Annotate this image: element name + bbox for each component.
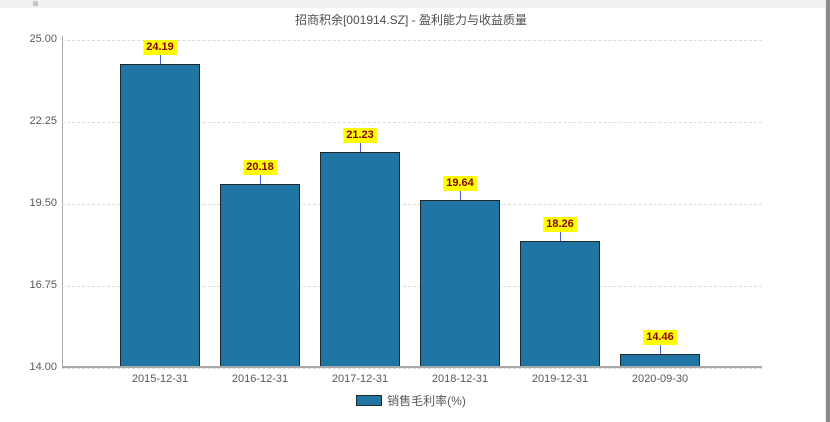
bar[interactable]	[420, 199, 500, 368]
y-axis-line	[62, 36, 63, 368]
y-axis-tick-label: 19.50	[29, 197, 57, 209]
value-label: 24.19	[143, 40, 177, 56]
value-connector	[660, 345, 661, 355]
value-label: 19.64	[443, 175, 477, 191]
bar[interactable]	[320, 152, 400, 368]
x-axis-tick-label: 2018-12-31	[431, 373, 489, 385]
x-axis-line	[62, 366, 762, 368]
legend-series-label: 销售毛利率(%)	[387, 394, 466, 408]
x-axis-tick-label: 2016-12-31	[231, 373, 289, 385]
x-axis-tick-label: 2017-12-31	[331, 373, 389, 385]
y-gridline	[62, 286, 762, 287]
y-gridline	[62, 122, 762, 123]
value-label: 20.18	[243, 159, 277, 175]
value-connector	[160, 55, 161, 65]
top-chrome-artifact	[33, 1, 38, 6]
legend-swatch-icon	[356, 395, 383, 406]
y-gridline	[62, 368, 762, 369]
value-connector	[560, 231, 561, 241]
chart-title: 招商积余[001914.SZ] - 盈利能力与收益质量	[294, 13, 528, 27]
value-label: 18.26	[543, 216, 577, 232]
x-axis-tick-label: 2015-12-31	[131, 373, 189, 385]
top-chrome-strip	[0, 0, 826, 8]
y-gridline	[62, 204, 762, 205]
value-label: 14.46	[643, 330, 677, 346]
value-label: 21.23	[343, 128, 377, 144]
bar[interactable]	[120, 64, 200, 368]
value-connector	[460, 190, 461, 200]
bar[interactable]	[520, 240, 600, 368]
x-axis-tick-label: 2020-09-30	[631, 373, 689, 385]
x-axis-tick-label: 2019-12-31	[531, 373, 589, 385]
bar[interactable]	[220, 183, 300, 368]
y-axis-tick-label: 22.25	[29, 115, 57, 127]
legend[interactable]: 销售毛利率(%)	[0, 392, 822, 409]
y-axis-tick-label: 16.75	[29, 279, 57, 291]
vertical-scrollbar[interactable]	[825, 0, 830, 422]
value-connector	[360, 143, 361, 153]
y-axis-tick-label: 25.00	[29, 33, 57, 45]
y-gridline	[62, 40, 762, 41]
value-connector	[260, 174, 261, 184]
y-axis-tick-label: 14.00	[29, 361, 57, 373]
